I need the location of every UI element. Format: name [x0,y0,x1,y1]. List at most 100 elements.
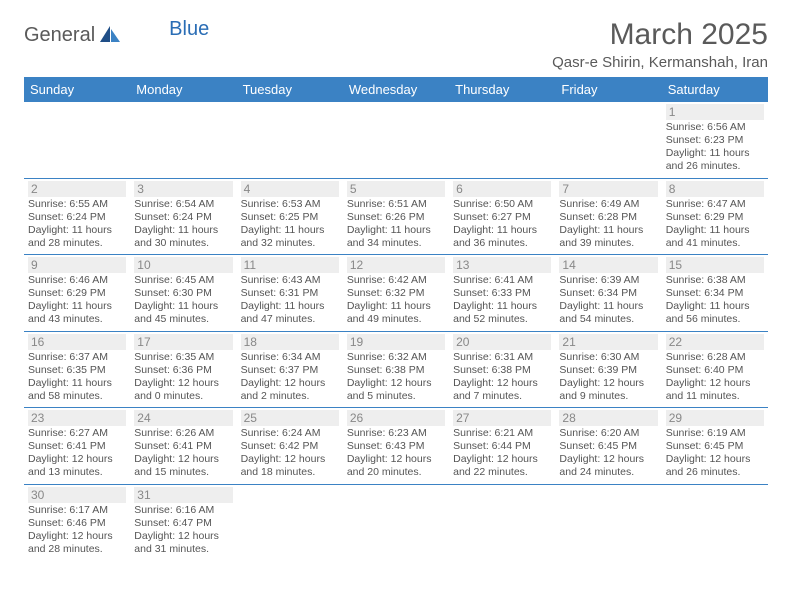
day-info: Sunrise: 6:38 AMSunset: 6:34 PMDaylight:… [666,274,764,327]
calendar-cell-empty [24,102,130,178]
calendar-cell: 2Sunrise: 6:55 AMSunset: 6:24 PMDaylight… [24,178,130,255]
calendar-cell: 29Sunrise: 6:19 AMSunset: 6:45 PMDayligh… [662,408,768,485]
day-number: 15 [666,257,764,273]
day-number: 13 [453,257,551,273]
calendar-cell-empty [343,484,449,560]
day-number: 17 [134,334,232,350]
calendar-row: 2Sunrise: 6:55 AMSunset: 6:24 PMDaylight… [24,178,768,255]
weekday-header: Saturday [662,77,768,102]
calendar-cell: 11Sunrise: 6:43 AMSunset: 6:31 PMDayligh… [237,255,343,332]
day-info: Sunrise: 6:55 AMSunset: 6:24 PMDaylight:… [28,198,126,251]
calendar-row: 30Sunrise: 6:17 AMSunset: 6:46 PMDayligh… [24,484,768,560]
day-number: 1 [666,104,764,120]
day-number: 14 [559,257,657,273]
calendar-row: 9Sunrise: 6:46 AMSunset: 6:29 PMDaylight… [24,255,768,332]
day-number: 4 [241,181,339,197]
calendar-cell: 18Sunrise: 6:34 AMSunset: 6:37 PMDayligh… [237,331,343,408]
day-number: 16 [28,334,126,350]
calendar-cell: 27Sunrise: 6:21 AMSunset: 6:44 PMDayligh… [449,408,555,485]
calendar-cell: 16Sunrise: 6:37 AMSunset: 6:35 PMDayligh… [24,331,130,408]
calendar-cell: 3Sunrise: 6:54 AMSunset: 6:24 PMDaylight… [130,178,236,255]
header: General Blue March 2025 Qasr-e Shirin, K… [24,18,768,71]
day-info: Sunrise: 6:32 AMSunset: 6:38 PMDaylight:… [347,351,445,404]
day-number: 12 [347,257,445,273]
calendar-row: 1Sunrise: 6:56 AMSunset: 6:23 PMDaylight… [24,102,768,178]
calendar-cell-empty [662,484,768,560]
day-info: Sunrise: 6:23 AMSunset: 6:43 PMDaylight:… [347,427,445,480]
day-info: Sunrise: 6:28 AMSunset: 6:40 PMDaylight:… [666,351,764,404]
calendar-row: 16Sunrise: 6:37 AMSunset: 6:35 PMDayligh… [24,331,768,408]
day-info: Sunrise: 6:34 AMSunset: 6:37 PMDaylight:… [241,351,339,404]
weekday-header-row: SundayMondayTuesdayWednesdayThursdayFrid… [24,77,768,102]
day-info: Sunrise: 6:39 AMSunset: 6:34 PMDaylight:… [559,274,657,327]
day-number: 28 [559,410,657,426]
calendar-cell: 25Sunrise: 6:24 AMSunset: 6:42 PMDayligh… [237,408,343,485]
calendar-cell-empty [449,102,555,178]
calendar-cell-empty [237,102,343,178]
day-info: Sunrise: 6:17 AMSunset: 6:46 PMDaylight:… [28,504,126,557]
day-info: Sunrise: 6:21 AMSunset: 6:44 PMDaylight:… [453,427,551,480]
calendar-cell-empty [130,102,236,178]
weekday-header: Wednesday [343,77,449,102]
day-number: 2 [28,181,126,197]
title-block: March 2025 Qasr-e Shirin, Kermanshah, Ir… [552,18,768,71]
day-info: Sunrise: 6:31 AMSunset: 6:38 PMDaylight:… [453,351,551,404]
logo: General Blue [24,18,163,47]
day-number: 9 [28,257,126,273]
calendar-cell: 12Sunrise: 6:42 AMSunset: 6:32 PMDayligh… [343,255,449,332]
calendar-cell: 28Sunrise: 6:20 AMSunset: 6:45 PMDayligh… [555,408,661,485]
day-info: Sunrise: 6:50 AMSunset: 6:27 PMDaylight:… [453,198,551,251]
day-number: 25 [241,410,339,426]
calendar-cell: 30Sunrise: 6:17 AMSunset: 6:46 PMDayligh… [24,484,130,560]
calendar-cell: 19Sunrise: 6:32 AMSunset: 6:38 PMDayligh… [343,331,449,408]
calendar-cell: 5Sunrise: 6:51 AMSunset: 6:26 PMDaylight… [343,178,449,255]
calendar-cell: 24Sunrise: 6:26 AMSunset: 6:41 PMDayligh… [130,408,236,485]
calendar-body: 1Sunrise: 6:56 AMSunset: 6:23 PMDaylight… [24,102,768,560]
day-info: Sunrise: 6:56 AMSunset: 6:23 PMDaylight:… [666,121,764,174]
logo-sail-icon [99,25,121,48]
day-info: Sunrise: 6:37 AMSunset: 6:35 PMDaylight:… [28,351,126,404]
calendar-cell: 9Sunrise: 6:46 AMSunset: 6:29 PMDaylight… [24,255,130,332]
day-info: Sunrise: 6:47 AMSunset: 6:29 PMDaylight:… [666,198,764,251]
day-info: Sunrise: 6:20 AMSunset: 6:45 PMDaylight:… [559,427,657,480]
day-info: Sunrise: 6:43 AMSunset: 6:31 PMDaylight:… [241,274,339,327]
day-number: 6 [453,181,551,197]
day-number: 19 [347,334,445,350]
calendar-cell: 14Sunrise: 6:39 AMSunset: 6:34 PMDayligh… [555,255,661,332]
calendar-cell: 22Sunrise: 6:28 AMSunset: 6:40 PMDayligh… [662,331,768,408]
weekday-header: Sunday [24,77,130,102]
day-number: 5 [347,181,445,197]
calendar-cell-empty [555,102,661,178]
day-number: 29 [666,410,764,426]
day-info: Sunrise: 6:30 AMSunset: 6:39 PMDaylight:… [559,351,657,404]
calendar-row: 23Sunrise: 6:27 AMSunset: 6:41 PMDayligh… [24,408,768,485]
day-number: 3 [134,181,232,197]
day-info: Sunrise: 6:41 AMSunset: 6:33 PMDaylight:… [453,274,551,327]
calendar-cell: 23Sunrise: 6:27 AMSunset: 6:41 PMDayligh… [24,408,130,485]
day-number: 10 [134,257,232,273]
day-number: 23 [28,410,126,426]
day-info: Sunrise: 6:51 AMSunset: 6:26 PMDaylight:… [347,198,445,251]
calendar-cell: 1Sunrise: 6:56 AMSunset: 6:23 PMDaylight… [662,102,768,178]
day-number: 7 [559,181,657,197]
day-info: Sunrise: 6:35 AMSunset: 6:36 PMDaylight:… [134,351,232,404]
day-number: 11 [241,257,339,273]
location: Qasr-e Shirin, Kermanshah, Iran [552,54,768,71]
weekday-header: Thursday [449,77,555,102]
calendar-cell: 6Sunrise: 6:50 AMSunset: 6:27 PMDaylight… [449,178,555,255]
day-info: Sunrise: 6:26 AMSunset: 6:41 PMDaylight:… [134,427,232,480]
calendar-cell-empty [449,484,555,560]
calendar-cell: 8Sunrise: 6:47 AMSunset: 6:29 PMDaylight… [662,178,768,255]
weekday-header: Tuesday [237,77,343,102]
calendar-cell: 20Sunrise: 6:31 AMSunset: 6:38 PMDayligh… [449,331,555,408]
day-number: 22 [666,334,764,350]
calendar-cell: 13Sunrise: 6:41 AMSunset: 6:33 PMDayligh… [449,255,555,332]
day-info: Sunrise: 6:54 AMSunset: 6:24 PMDaylight:… [134,198,232,251]
calendar-cell: 4Sunrise: 6:53 AMSunset: 6:25 PMDaylight… [237,178,343,255]
day-number: 21 [559,334,657,350]
month-title: March 2025 [552,18,768,52]
day-info: Sunrise: 6:24 AMSunset: 6:42 PMDaylight:… [241,427,339,480]
day-info: Sunrise: 6:27 AMSunset: 6:41 PMDaylight:… [28,427,126,480]
calendar-cell: 10Sunrise: 6:45 AMSunset: 6:30 PMDayligh… [130,255,236,332]
day-info: Sunrise: 6:42 AMSunset: 6:32 PMDaylight:… [347,274,445,327]
